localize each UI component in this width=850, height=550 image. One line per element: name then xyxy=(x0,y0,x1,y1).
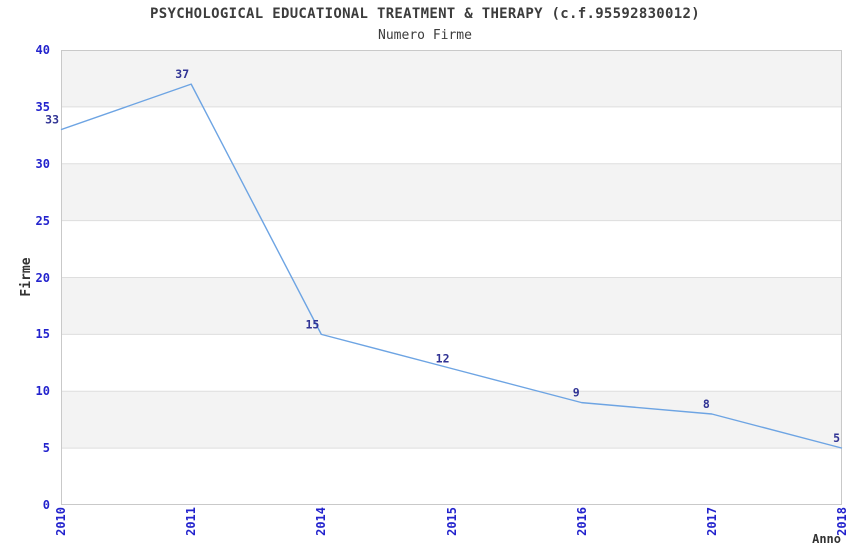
chart-subtitle: Numero Firme xyxy=(378,28,472,43)
chart-title: PSYCHOLOGICAL EDUCATIONAL TREATMENT & TH… xyxy=(150,6,700,22)
data-point-label: 9 xyxy=(573,386,580,400)
grid-band xyxy=(61,50,842,107)
grid-band xyxy=(61,277,842,335)
y-tick-label: 20 xyxy=(35,270,50,285)
x-tick-label: 2011 xyxy=(184,507,199,536)
grid-band xyxy=(61,391,842,449)
x-tick-label: 2016 xyxy=(574,507,589,536)
y-tick-label: 0 xyxy=(42,498,50,512)
data-point-label: 5 xyxy=(833,431,840,445)
data-point-label: 15 xyxy=(305,317,319,331)
x-tick-label: 2014 xyxy=(314,507,329,536)
y-tick-label: 35 xyxy=(35,99,50,114)
x-axis-label: Anno xyxy=(812,532,841,546)
y-tick-label: 25 xyxy=(35,213,50,228)
y-tick-label: 5 xyxy=(42,441,50,456)
x-tick-label: 2010 xyxy=(54,507,68,536)
plot-svg: 33 37 15 12 9 8 5 xyxy=(45,50,843,505)
data-point-label: 12 xyxy=(436,352,450,366)
y-tick-label: 30 xyxy=(35,156,50,171)
grid-band xyxy=(61,163,842,221)
y-tick-label: 10 xyxy=(35,384,50,399)
plot-border xyxy=(61,50,842,505)
data-point-label: 37 xyxy=(175,67,189,81)
y-tick-label: 40 xyxy=(35,43,50,57)
data-point-label: 33 xyxy=(45,113,59,127)
y-tick-label: 15 xyxy=(35,327,50,342)
plot-area: 33 37 15 12 9 8 5 xyxy=(45,50,843,505)
x-tick-label: 2015 xyxy=(444,507,459,536)
data-line xyxy=(60,83,843,449)
data-point-label: 8 xyxy=(703,397,710,411)
